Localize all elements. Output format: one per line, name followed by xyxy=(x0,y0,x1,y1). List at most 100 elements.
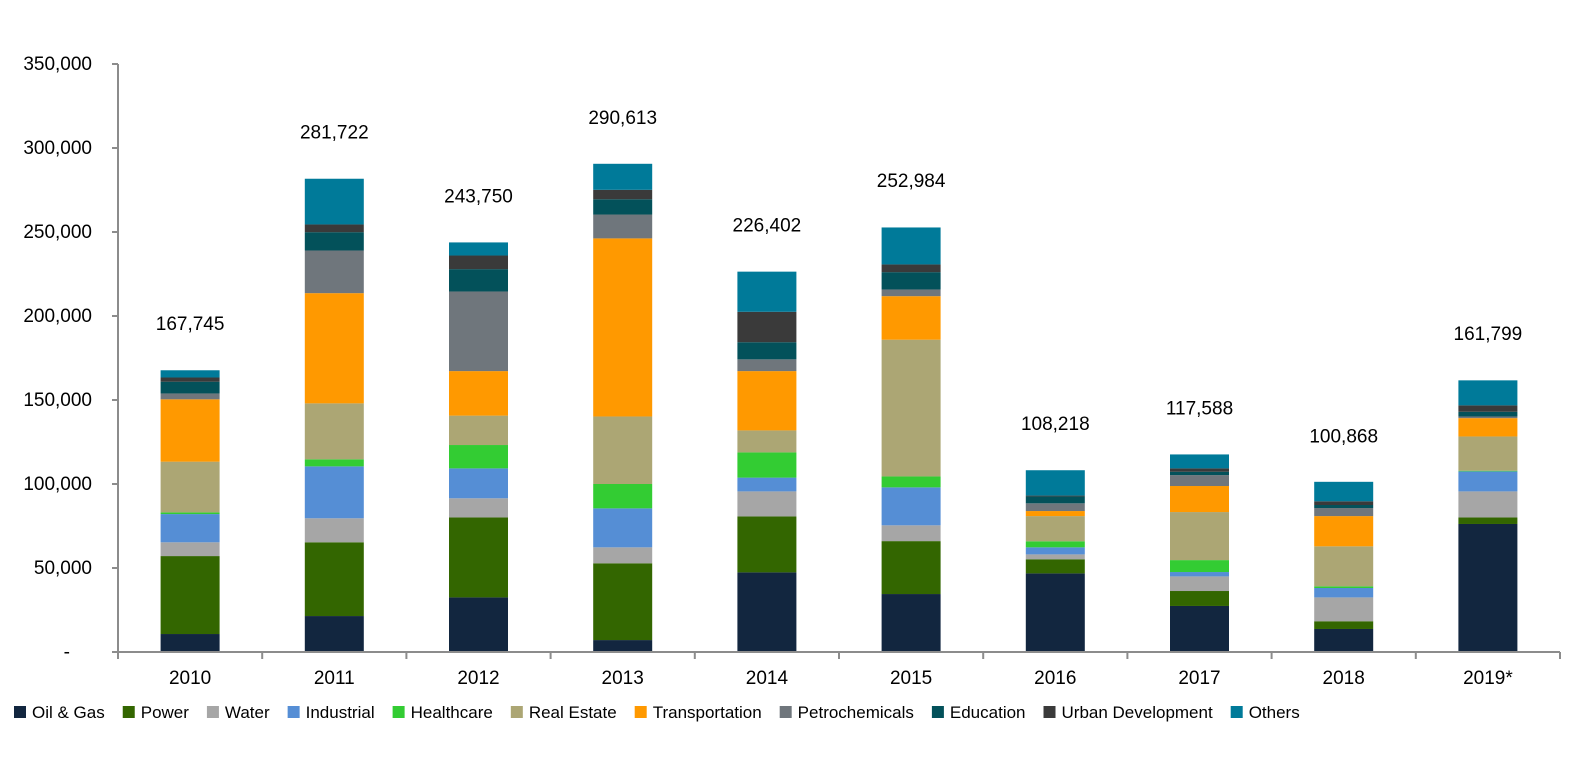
bar-segment-petrochemicals xyxy=(304,250,364,294)
bar-segment-others xyxy=(449,242,508,256)
legend-label: Transportation xyxy=(653,703,762,722)
bar-segment-industrial xyxy=(1458,471,1518,492)
bar-segment-water xyxy=(1314,597,1374,622)
bar-segment-healthcare xyxy=(1314,586,1374,588)
bar-segment-petrochemicals xyxy=(1458,416,1518,419)
legend-swatch xyxy=(206,706,219,718)
legend-swatch xyxy=(122,706,135,718)
bar-segment-water xyxy=(881,525,941,542)
total-label: 108,218 xyxy=(1021,414,1090,435)
y-tick-label: 250,000 xyxy=(23,222,92,243)
bar-segment-power xyxy=(1314,621,1374,629)
bar-segment-industrial xyxy=(593,508,653,548)
x-tick-label: 2010 xyxy=(169,668,211,689)
legend: Oil & Gas Power Water Industrial Healthcare R… xyxy=(14,703,1300,722)
bar-segment-oil-gas xyxy=(881,594,941,652)
bar-segment-oil-gas xyxy=(1170,605,1229,652)
bar-segment-others xyxy=(1314,481,1374,502)
x-tick-label: 2016 xyxy=(1034,668,1076,689)
legend-swatch xyxy=(634,706,647,718)
bar-segment-industrial xyxy=(160,514,220,543)
bar-segment-education xyxy=(1458,411,1518,417)
legend-label: Oil & Gas xyxy=(32,703,105,722)
bar-segment-urban-development xyxy=(1458,405,1518,412)
bar-stack-2015: 252,984 xyxy=(877,171,946,652)
total-label: 161,799 xyxy=(1454,324,1523,345)
y-tick-label: 350,000 xyxy=(23,54,92,75)
bar-segment-transportation xyxy=(1314,516,1374,547)
x-tick-label: 2019* xyxy=(1463,668,1513,689)
bar-segment-healthcare xyxy=(1170,560,1229,573)
bar-segment-education xyxy=(1170,471,1229,476)
bar-segment-education xyxy=(593,199,653,215)
bar-segment-power xyxy=(160,556,220,635)
bar-segment-education xyxy=(304,232,364,251)
bar-segment-water xyxy=(304,518,364,543)
x-tick-label: 2015 xyxy=(890,668,932,689)
total-label: 243,750 xyxy=(444,187,513,208)
bar-segment-petrochemicals xyxy=(449,291,508,372)
bar-segment-education xyxy=(1025,496,1085,504)
legend-label: Urban Development xyxy=(1062,703,1213,722)
bar-segment-power xyxy=(1025,559,1085,574)
y-tick-label: 150,000 xyxy=(23,390,92,411)
y-tick-label: 300,000 xyxy=(23,138,92,159)
bar-segment-healthcare xyxy=(304,459,364,467)
bar-segment-transportation xyxy=(1170,486,1229,513)
bar-segment-power xyxy=(1458,517,1518,524)
bar-segment-petrochemicals xyxy=(881,289,941,297)
legend-swatch xyxy=(392,706,405,718)
bar-segment-healthcare xyxy=(449,445,508,469)
bar-segment-healthcare xyxy=(1025,541,1085,548)
bar-segment-education xyxy=(1314,505,1374,509)
bar-segment-urban-development xyxy=(449,255,508,270)
bar-segment-power xyxy=(737,516,797,573)
bar-segment-water xyxy=(593,547,653,564)
bar-segment-healthcare xyxy=(160,512,220,515)
x-tick-label: 2014 xyxy=(746,668,789,689)
bar-segment-oil-gas xyxy=(1458,523,1518,652)
bar-segment-urban-development xyxy=(1025,495,1085,497)
total-label: 290,613 xyxy=(588,108,657,129)
bar-segment-industrial xyxy=(737,477,797,492)
bar-segment-urban-development xyxy=(1314,501,1374,505)
bar-segment-oil-gas xyxy=(304,616,364,652)
bar-segment-oil-gas xyxy=(160,634,220,652)
bar-segment-power xyxy=(593,563,653,641)
bar-segment-power xyxy=(449,517,508,598)
bar-segment-others xyxy=(881,227,941,265)
bar-segment-oil-gas xyxy=(449,597,508,652)
bar-segment-others xyxy=(304,178,364,225)
bar-segment-water xyxy=(1025,554,1085,560)
x-tick-label: 2011 xyxy=(314,668,355,689)
bar-segment-petrochemicals xyxy=(593,214,653,239)
bar-stack-2014: 226,402 xyxy=(733,216,801,652)
bar-segment-education xyxy=(160,381,220,394)
legend-label: Power xyxy=(141,703,190,722)
bar-stack-2011: 281,722 xyxy=(300,123,369,652)
bar-segment-urban-development xyxy=(737,311,797,343)
bar-stack-2017: 117,588 xyxy=(1166,398,1233,652)
total-label: 100,868 xyxy=(1309,427,1378,448)
y-axis: - 50,000 100,000 150,000 200,000 250,000 300,0… xyxy=(23,54,119,663)
bar-stack-2016: 108,218 xyxy=(1021,414,1090,652)
bar-segment-urban-development xyxy=(881,264,941,273)
y-tick-label: 100,000 xyxy=(23,474,92,495)
bar-segment-education xyxy=(881,272,941,290)
bar-segment-petrochemicals xyxy=(737,359,797,372)
total-label: 167,745 xyxy=(156,314,225,335)
bar-segment-transportation xyxy=(160,399,220,462)
bar-segment-healthcare xyxy=(593,484,653,509)
total-label: 281,722 xyxy=(300,123,369,144)
bar-segment-water xyxy=(1170,576,1229,592)
bar-segment-transportation xyxy=(1025,511,1085,517)
bar-segment-urban-development xyxy=(593,189,653,200)
bar-segment-water xyxy=(1458,491,1518,518)
bar-segment-transportation xyxy=(881,296,941,340)
legend-swatch xyxy=(287,706,300,718)
bar-segment-education xyxy=(449,269,508,292)
legend-label: Education xyxy=(950,703,1026,722)
bar-stack-2010: 167,745 xyxy=(156,314,225,652)
bar-segment-others xyxy=(1458,380,1518,406)
